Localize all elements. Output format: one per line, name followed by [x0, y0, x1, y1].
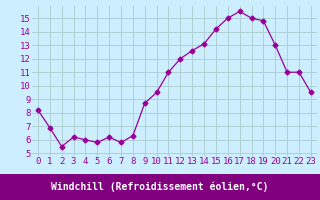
Text: Windchill (Refroidissement éolien,°C): Windchill (Refroidissement éolien,°C) — [51, 182, 269, 192]
